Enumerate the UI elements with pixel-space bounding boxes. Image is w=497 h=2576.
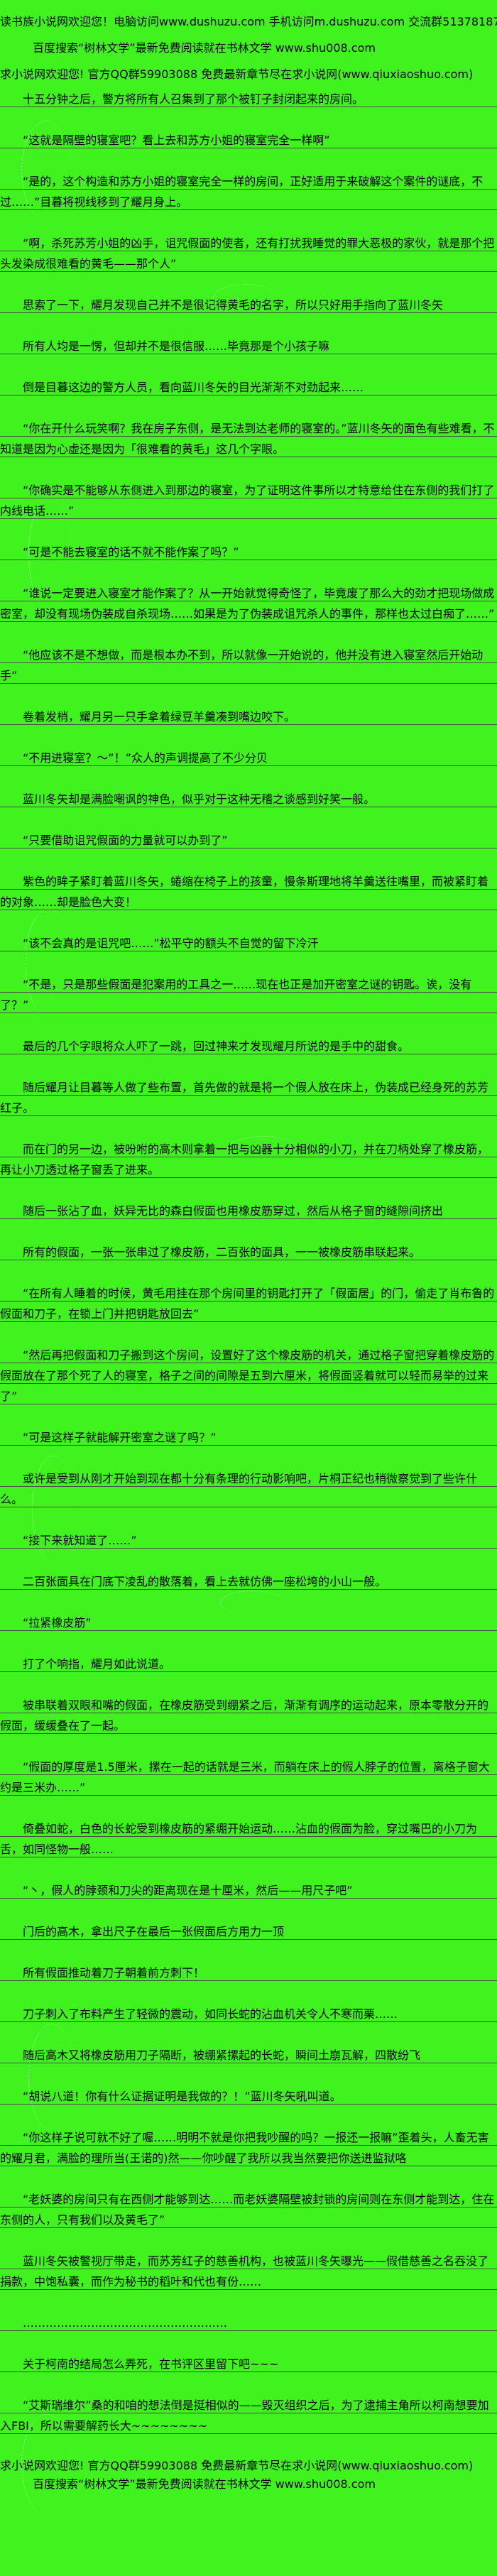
site-promo-header: 读书族小说网欢迎您！电脑访问www.dushuzu.com 手机访问m.dush… [0,0,497,87]
promo-line-shu008: 百度搜索“树林文学”最新免费阅读就在书林文学 www.shu008.com [33,41,376,55]
novel-paragraph: “不用进寝室？～”！”众人的声调提高了不少分贝 [0,748,497,768]
novel-paragraph: “你这样子说可就不好了喔……明明不就是你把我吵醒的吗？一报还一报嘛”歪着头，人畜… [0,2127,497,2168]
novel-paragraph: 倚叠如蛇，白色的长蛇受到橡皮筋的紧绷开始运动……沾血的假面为脸，穿过嘴巴的小刀为… [0,1818,497,1860]
novel-paragraph: “假面的厚度是1.5厘米，摞在一起的话就是三米，而躺在床上的假人脖子的位置，离格… [0,1757,497,1798]
novel-paragraph: 蓝川冬矢却是满脸嘲讽的神色，似乎对于这种无稽之谈感到好笑一般。 [0,789,497,809]
novel-paragraph: 或许是受到从刚才开始到现在都十分有条理的行动影响吧，片桐正纪也稍微察觉到了些许什… [0,1468,497,1510]
novel-paragraph: “他应该不是不想做，而是根本办不到，所以就像一开始说的，他并没有进入寝室然后开始… [0,645,497,686]
novel-paragraph: “谁说一定要进入寝室才能作案了？从一开始就觉得奇怪了，毕竟废了那么大的劲才把现场… [0,583,497,624]
novel-paragraph: “可是这样子就能解开密室之谜了吗？” [0,1427,497,1448]
novel-paragraph: “艾斯瑞维尔”桑的和咱的想法倒是挺相似的——毁灭组织之后，为了逮捕主角所以柯南想… [0,2395,497,2436]
novel-paragraph: “丶，假人的脖颈和刀尖的距离现在是十厘米，然后——用尺子吧” [0,1880,497,1901]
novel-paragraph: 倒是目暮这边的警方人员，看向蓝川冬矢的目光渐渐不对劲起来…… [0,377,497,398]
novel-paragraph: “你确实是不能够从东侧进入到那边的寝室，为了证明这件事所以才特意给住在东侧的我们… [0,480,497,521]
novel-paragraph: “拉紧橡皮筋” [0,1612,497,1633]
novel-paragraph: “然后再把假面和刀子搬到这个房间，设置好了这个橡皮筋的机关，通过格子窗把穿着橡皮… [0,1345,497,1407]
promo-line-qiuxiaoshuo: 求小说网欢迎您! 官方QQ群59903088 免费最新章节尽在求小说网(www.… [0,67,474,81]
promo-line-shu008-footer: 百度搜索“树林文学”最新免费阅读就在书林文学 www.shu008.com [33,2477,376,2491]
novel-paragraph: 随后高木又将橡皮筋用刀子隔断，被绷紧摞起的长蛇，瞬间土崩瓦解，四散纷飞 [0,2045,497,2065]
novel-paragraph: “接下来就知道了……” [0,1530,497,1551]
novel-paragraph: “在所有人睡着的时候，黄毛用挂在那个房间里的钥匙打开了「假面居」的门，偷走了肖布… [0,1283,497,1324]
novel-paragraph: 紫色的眸子紧盯着蓝川冬矢，蜷缩在椅子上的孩童，慢条斯理地将羊羹送往嘴里，而被紧盯… [0,871,497,912]
novel-paragraph: “该不会真的是诅咒吧……”松平守的额头不自觉的留下冷汗 [0,933,497,954]
novel-paragraph: 最后的几个字眼将众人吓了一跳，回过神来才发现耀月所说的是手中的甜食。 [0,1036,497,1057]
novel-paragraph: “可是不能去寝室的话不就不能作案了吗？” [0,542,497,562]
novel-paragraph: 所有的假面，一张一张串过了橡皮筋，二百张的面具，一一被橡皮筋串联起来。 [0,1242,497,1262]
novel-paragraph: “只要借助诅咒假面的力量就可以办到了” [0,830,497,851]
novel-paragraph: 刀子刺入了布料产生了轻微的震动，如同长蛇的沾血机关令人不寒而栗…… [0,2004,497,2024]
novel-paragraph: 十五分钟之后，警方将所有人召集到了那个被钉子封闭起来的房间。 [0,89,497,109]
novel-paragraph: “老妖婆的房间只有在西侧才能够到达……而老妖婆隔壁被封锁的房间则在东侧才能到达，… [0,2189,497,2230]
novel-paragraph: 二百张面具在门底下凌乱的散落着，看上去就仿佛一座松垮的小山一般。 [0,1571,497,1592]
novel-paragraph: “啊，杀死苏芳小姐的凶手，诅咒假面的使者，还有打扰我睡觉的罪大恶极的家伙，就是那… [0,233,497,274]
novel-paragraph: “这就是隔壁的寝室吧？看上去和苏方小姐的寝室完全一样啊” [0,130,497,151]
novel-paragraph: 打了个响指，耀月如此说道。 [0,1654,497,1674]
novel-paragraph: ……………………………………………… [0,2313,497,2333]
novel-paragraph: 思索了一下，耀月发现自己并不是很记得黄毛的名字，所以只好用手指向了蓝川冬矢 [0,295,497,315]
novel-paragraph: 蓝川冬矢被警视厅带走，而苏芳红子的慈善机构，也被蓝川冬矢曝光——假借慈善之名吞没… [0,2251,497,2292]
promo-line-qiuxiaoshuo-footer: 求小说网欢迎您! 官方QQ群59903088 免费最新章节尽在求小说网(www.… [0,2459,474,2472]
novel-paragraph: 被串联着双眼和嘴的假面，在橡皮筋受到绷紧之后，渐渐有调序的运动起来，原本零散分开… [0,1695,497,1736]
novel-paragraph: 而在门的另一边，被吩咐的高木则拿着一把与凶器十分相似的小刀，并在刀柄处穿了橡皮筋… [0,1139,497,1180]
novel-paragraph: 门后的高木，拿出尺子在最后一张假面后方用力一顶 [0,1921,497,1942]
novel-paragraph: 所有假面推动着刀子朝着前方刺下！ [0,1963,497,1983]
novel-paragraph: 所有人均是一愣，但却并不是很信服……毕竟那是个小孩子嘛 [0,336,497,356]
novel-paragraph: “你在开什么玩笑啊？我在房子东侧，是无法到达老师的寝室的。”蓝川冬矢的面色有些难… [0,418,497,459]
novel-paragraph: 关于柯南的结局怎么弄死，在书评区里留下吧~~~ [0,2354,497,2374]
novel-paragraph: 随后一张沾了血，妖异无比的森白假面也用橡皮筋穿过，然后从格子窗的缝隙间挤出 [0,1201,497,1221]
novel-paragraph: “不是，只是那些假面是犯案用的工具之一……现在也正是加开密室之谜的钥匙。诶，没有… [0,974,497,1015]
promo-line-dushuzu: 读书族小说网欢迎您！电脑访问www.dushuzu.com 手机访问m.dush… [0,15,497,28]
novel-paragraph: 随后耀月让目暮等人做了些布置，首先做的就是将一个假人放在床上，伪装成已经身死的苏… [0,1077,497,1118]
site-promo-footer: 求小说网欢迎您! 官方QQ群59903088 免费最新章节尽在求小说网(www.… [0,2457,497,2498]
novel-paragraph: 卷着发梢，耀月另一只手拿着绿豆羊羹凑到嘴边咬下。 [0,706,497,727]
novel-content: 十五分钟之后，警方将所有人召集到了那个被钉子封闭起来的房间。 “这就是隔壁的寝室吧… [0,89,497,2436]
novel-paragraph: “胡说八道！你有什么证据证明是我做的？！”蓝川冬矢吼叫道。 [0,2086,497,2107]
novel-paragraph: “是的，这个构造和苏方小姐的寝室完全一样的房间，正好适用于来破解这个案件的谜底，… [0,171,497,212]
